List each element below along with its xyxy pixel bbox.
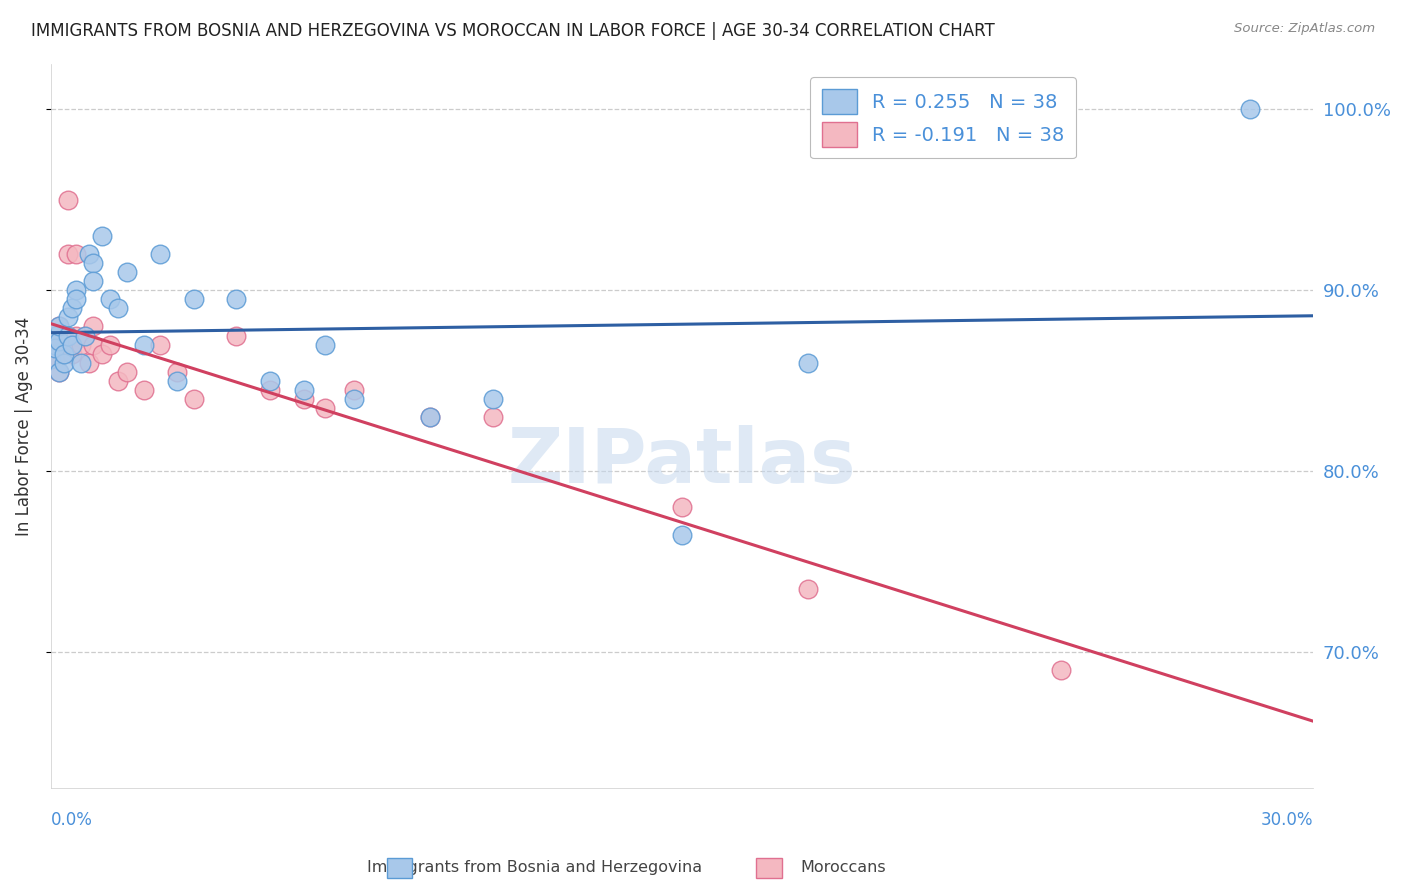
- Point: [671, 500, 693, 515]
- Point: [482, 409, 505, 424]
- Point: [44, 337, 66, 351]
- Point: [90, 346, 112, 360]
- Point: [52, 337, 75, 351]
- Point: [48, 365, 70, 379]
- Point: [60, 346, 83, 360]
- Point: [44, 352, 66, 367]
- Point: [44, 328, 66, 343]
- Point: [115, 265, 138, 279]
- Point: [98, 293, 121, 307]
- Point: [259, 374, 281, 388]
- Point: [65, 293, 87, 307]
- Point: [183, 392, 205, 406]
- Point: [259, 383, 281, 397]
- Point: [82, 274, 104, 288]
- Point: [60, 337, 83, 351]
- Point: [107, 374, 129, 388]
- Legend: R = 0.255   N = 38, R = -0.191   N = 38: R = 0.255 N = 38, R = -0.191 N = 38: [810, 78, 1077, 159]
- Point: [183, 293, 205, 307]
- Point: [82, 256, 104, 270]
- Point: [98, 337, 121, 351]
- Point: [44, 341, 66, 355]
- Point: [60, 301, 83, 316]
- Point: [65, 328, 87, 343]
- Point: [48, 319, 70, 334]
- Point: [419, 409, 441, 424]
- Point: [149, 247, 172, 261]
- Text: IMMIGRANTS FROM BOSNIA AND HERZEGOVINA VS MOROCCAN IN LABOR FORCE | AGE 30-34 CO: IMMIGRANTS FROM BOSNIA AND HERZEGOVINA V…: [31, 22, 994, 40]
- Point: [115, 365, 138, 379]
- Point: [225, 328, 247, 343]
- Point: [52, 346, 75, 360]
- Point: [314, 401, 336, 415]
- Point: [797, 582, 820, 596]
- Point: [77, 247, 100, 261]
- Point: [1239, 103, 1261, 117]
- Point: [132, 383, 155, 397]
- Point: [132, 337, 155, 351]
- Point: [44, 337, 66, 351]
- Point: [48, 365, 70, 379]
- Point: [56, 193, 79, 207]
- Text: Immigrants from Bosnia and Herzegovina: Immigrants from Bosnia and Herzegovina: [367, 860, 702, 874]
- Point: [69, 356, 91, 370]
- Point: [292, 383, 315, 397]
- Point: [52, 328, 75, 343]
- Y-axis label: In Labor Force | Age 30-34: In Labor Force | Age 30-34: [15, 317, 32, 535]
- Point: [90, 229, 112, 244]
- Point: [671, 527, 693, 541]
- Point: [52, 356, 75, 370]
- Point: [82, 319, 104, 334]
- Point: [1050, 663, 1073, 677]
- Point: [419, 409, 441, 424]
- Point: [149, 337, 172, 351]
- Text: Source: ZipAtlas.com: Source: ZipAtlas.com: [1234, 22, 1375, 36]
- Point: [56, 247, 79, 261]
- Point: [48, 334, 70, 348]
- Point: [48, 337, 70, 351]
- Point: [65, 247, 87, 261]
- Point: [44, 328, 66, 343]
- Point: [56, 310, 79, 325]
- Point: [39, 352, 62, 367]
- Point: [314, 337, 336, 351]
- Point: [56, 328, 79, 343]
- Text: 30.0%: 30.0%: [1261, 811, 1313, 830]
- Text: Moroccans: Moroccans: [801, 860, 886, 874]
- Text: ZIPatlas: ZIPatlas: [508, 425, 856, 500]
- Point: [73, 328, 96, 343]
- Point: [65, 283, 87, 297]
- Point: [39, 346, 62, 360]
- Text: 0.0%: 0.0%: [51, 811, 93, 830]
- Point: [82, 337, 104, 351]
- Point: [48, 319, 70, 334]
- Point: [225, 293, 247, 307]
- Point: [343, 392, 366, 406]
- Point: [73, 328, 96, 343]
- Point: [343, 383, 366, 397]
- Point: [292, 392, 315, 406]
- Point: [482, 392, 505, 406]
- Point: [107, 301, 129, 316]
- Point: [166, 365, 188, 379]
- Point: [166, 374, 188, 388]
- Point: [797, 356, 820, 370]
- Point: [77, 356, 100, 370]
- Point: [69, 337, 91, 351]
- Point: [60, 337, 83, 351]
